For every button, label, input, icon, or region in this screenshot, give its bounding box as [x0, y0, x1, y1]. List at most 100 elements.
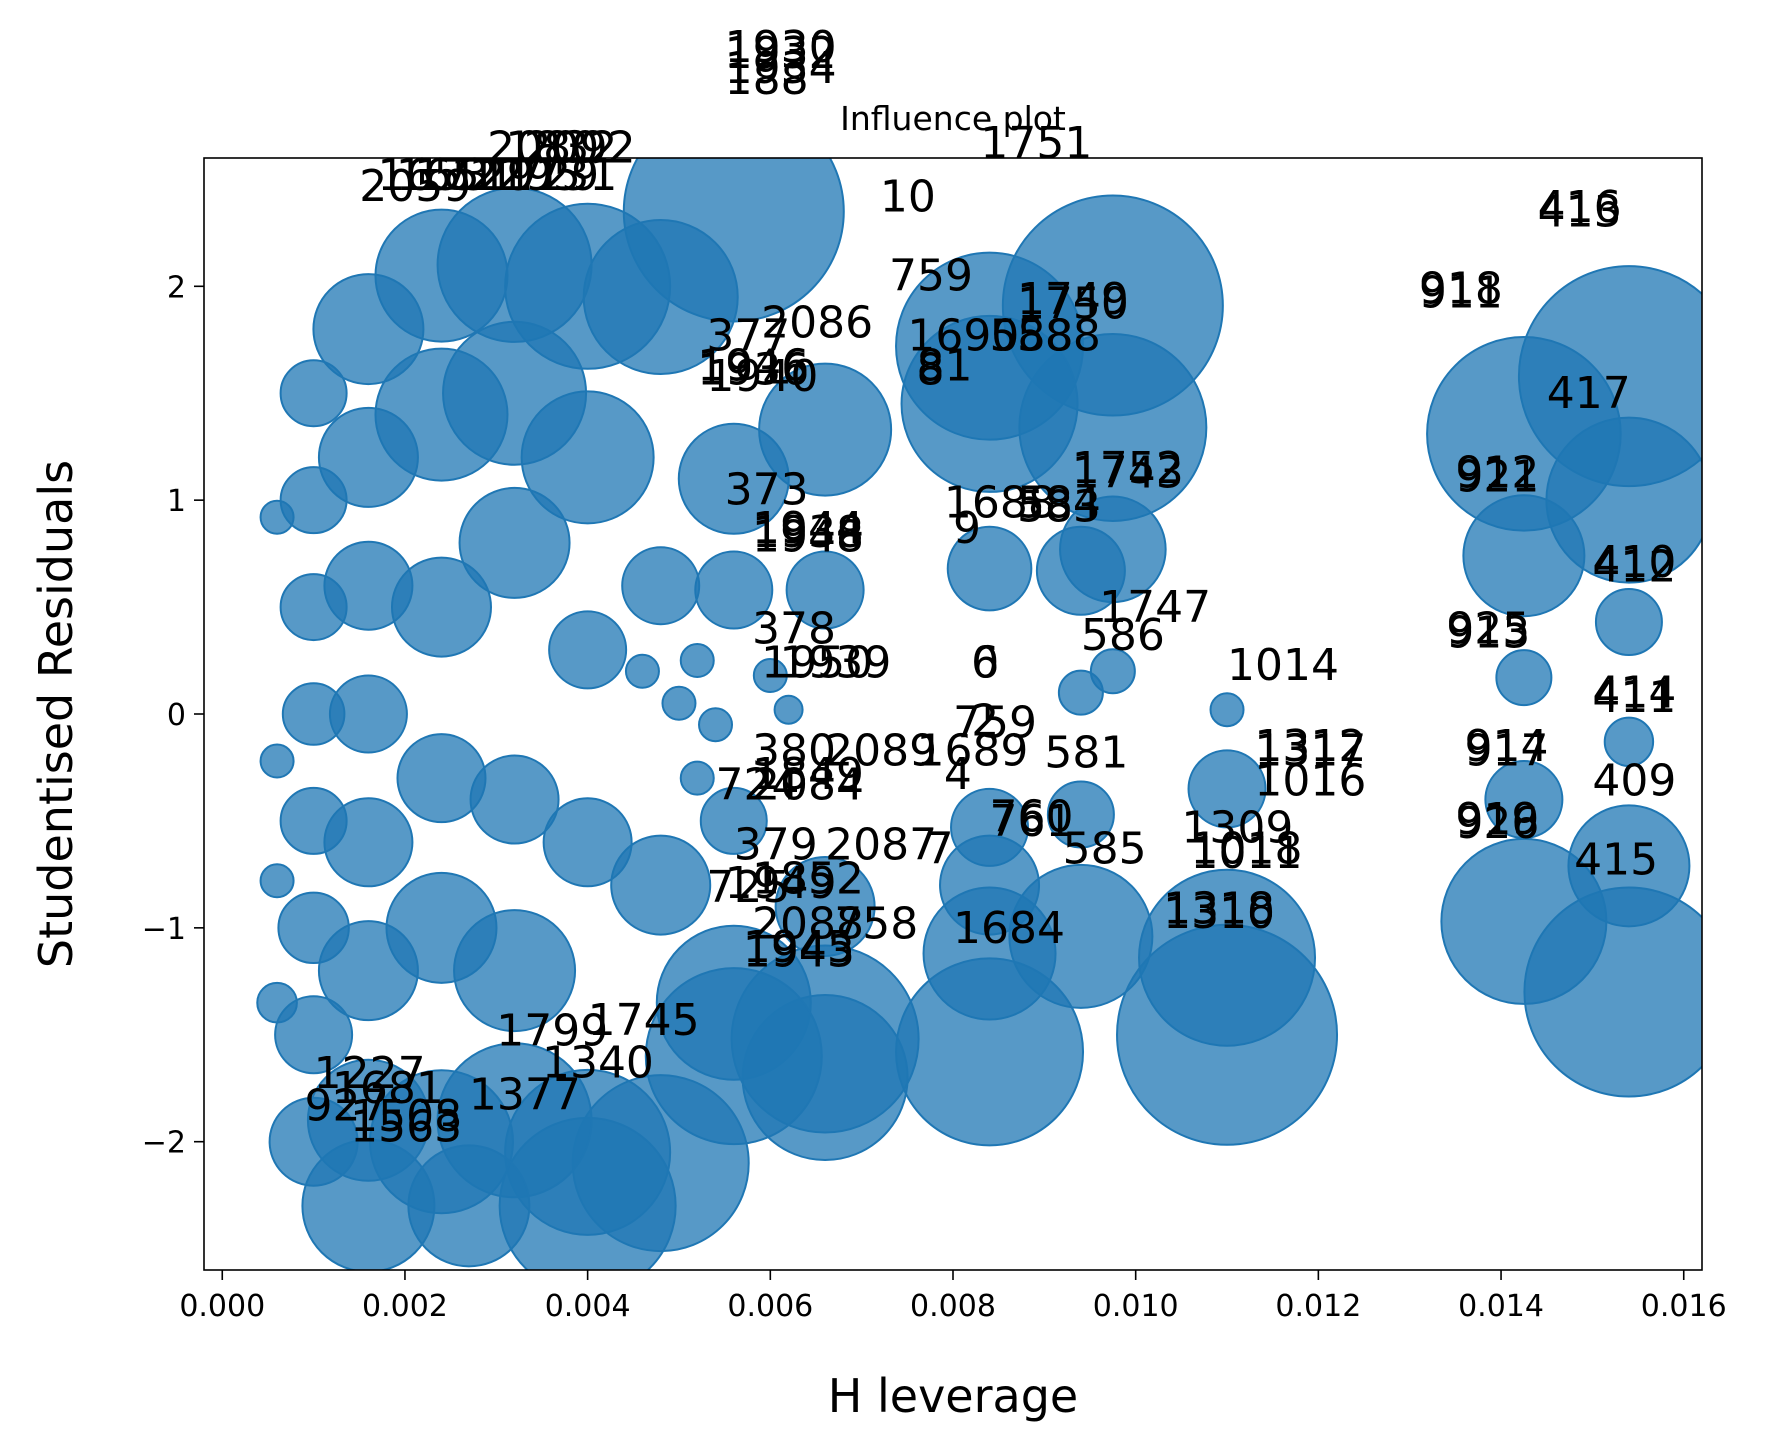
- point-label: 1750: [1017, 278, 1129, 329]
- point-label: 761: [990, 796, 1074, 847]
- point-label: 1014: [1227, 640, 1339, 691]
- point-label: 373: [725, 464, 809, 515]
- x-tick-label: 0.000: [179, 1289, 265, 1324]
- point-label: 1312: [1254, 721, 1366, 772]
- data-point: [274, 995, 354, 1075]
- data-point: [1035, 525, 1126, 616]
- data-point: [946, 525, 1033, 612]
- point-label: 1310: [1163, 888, 1275, 939]
- point-label: 1943: [743, 926, 855, 977]
- data-point: [752, 658, 788, 694]
- point-label: 724: [716, 760, 800, 811]
- y-axis: −2 −1 0 1 2: [142, 270, 204, 1161]
- point-label: 913: [1446, 608, 1530, 659]
- point-label: 585: [1063, 824, 1147, 875]
- point-label: 9: [953, 503, 981, 554]
- point-label: 410: [1592, 537, 1676, 588]
- point-label: 1749: [1017, 274, 1129, 325]
- point-label: 758: [834, 899, 918, 950]
- point-label: 377: [706, 310, 790, 361]
- point-label: 2: [971, 695, 999, 746]
- point-label: 912: [1455, 447, 1539, 498]
- point-label: 583: [1017, 482, 1101, 533]
- data-point: [1209, 692, 1245, 728]
- point-label: 1309: [1181, 802, 1293, 853]
- point-label: 919: [1455, 794, 1539, 845]
- data-point: [900, 314, 1079, 493]
- point-label: 2086: [761, 298, 873, 349]
- point-label: 588: [1017, 310, 1101, 361]
- point-label: 1508: [350, 1091, 462, 1142]
- point-label: 1751: [980, 118, 1092, 169]
- data-point: [773, 694, 804, 725]
- data-point: [259, 743, 295, 779]
- point-label: 188: [725, 54, 809, 105]
- x-axis-label: H leverage: [828, 1369, 1078, 1423]
- y-tick-label: −2: [142, 1126, 186, 1161]
- point-label: 586: [1081, 610, 1165, 661]
- data-point: [1603, 716, 1655, 767]
- point-label: 584: [1017, 477, 1101, 528]
- point-label: 1747: [1099, 582, 1211, 633]
- point-label: 378: [752, 603, 836, 654]
- point-label: 1948: [752, 511, 864, 562]
- y-axis-label: Studentised Residuals: [29, 460, 83, 968]
- x-tick-label: 0.016: [1641, 1289, 1727, 1324]
- point-label: 2087: [825, 819, 937, 870]
- point-labels-layer: 1930193219341882080183220921653165117211…: [304, 22, 1676, 1153]
- point-label: 2080: [487, 122, 599, 173]
- x-tick-label: 0.004: [545, 1289, 631, 1324]
- y-tick-label: 2: [167, 270, 186, 305]
- point-label: 1317: [1254, 725, 1366, 776]
- point-label: 1799: [496, 1005, 608, 1056]
- x-tick-label: 0.012: [1275, 1289, 1361, 1324]
- point-label: 1681: [332, 1063, 444, 1114]
- point-label: 917: [1465, 725, 1549, 776]
- point-label: 416: [1538, 182, 1622, 233]
- point-label: 380: [752, 725, 836, 776]
- point-label: 2088: [752, 899, 864, 950]
- x-axis: 0.000 0.002 0.004 0.006 0.008 0.010 0.012 0.014…: [179, 1270, 1727, 1324]
- point-label: 1849: [752, 749, 864, 800]
- points-layer: [256, 158, 1702, 1270]
- data-point: [396, 733, 487, 824]
- point-label: 1944: [752, 503, 864, 554]
- point-label: 926: [1455, 798, 1539, 849]
- data-point: [259, 863, 295, 899]
- point-label: 1689: [916, 725, 1028, 776]
- point-label: 2084: [752, 760, 864, 811]
- data-point: [621, 546, 701, 626]
- data-point: [624, 653, 660, 689]
- point-label: 759: [889, 251, 973, 302]
- point-label: 925: [1446, 603, 1530, 654]
- point-label: 379: [734, 819, 818, 870]
- data-point: [458, 486, 571, 599]
- x-tick-label: 0.014: [1458, 1289, 1544, 1324]
- point-label: 927: [304, 1080, 388, 1131]
- point-label: 7: [926, 824, 954, 875]
- point-label: 1018: [1190, 824, 1302, 875]
- data-point: [1440, 837, 1608, 1005]
- point-label: 409: [1592, 755, 1676, 806]
- y-tick-label: −1: [142, 912, 186, 947]
- data-point: [1495, 649, 1553, 707]
- data-point: [610, 834, 712, 936]
- data-point: [661, 685, 697, 721]
- data-point: [281, 682, 346, 746]
- data-point: [277, 891, 350, 965]
- point-label: 2059: [359, 161, 471, 212]
- point-label: 1950: [761, 638, 873, 689]
- data-point: [279, 786, 348, 855]
- point-label: 760: [990, 792, 1074, 843]
- point-label: 588: [990, 310, 1074, 361]
- point-label: 1949: [725, 858, 837, 909]
- data-point: [679, 760, 715, 796]
- data-point: [256, 981, 298, 1024]
- data-point: [542, 797, 633, 888]
- data-point: [785, 550, 865, 630]
- point-label: 759: [953, 698, 1037, 749]
- data-point: [1057, 669, 1104, 716]
- point-label: 581: [1044, 727, 1128, 778]
- point-label: 1227: [314, 1048, 426, 1099]
- data-point: [279, 573, 348, 642]
